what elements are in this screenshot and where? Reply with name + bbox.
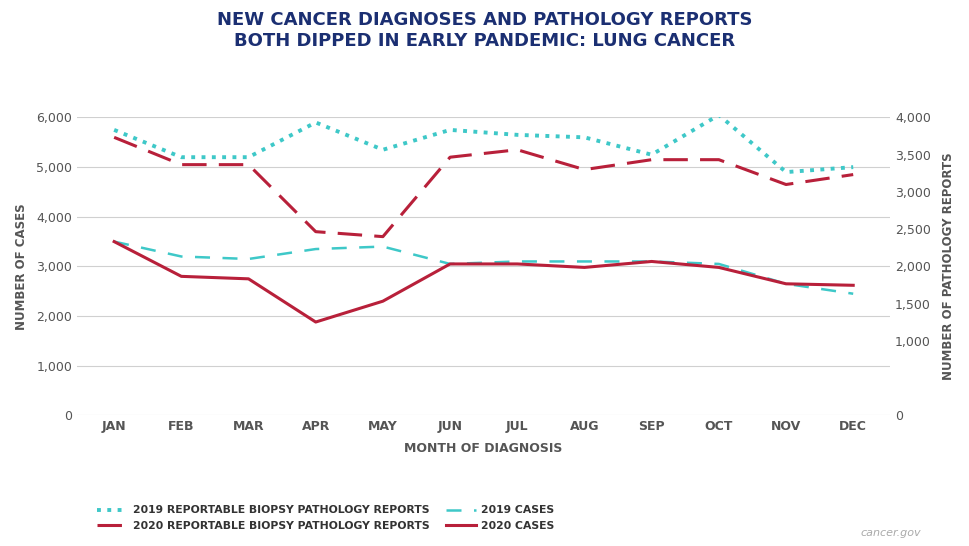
Legend: 2019 REPORTABLE BIOPSY PATHOLOGY REPORTS, 2020 REPORTABLE BIOPSY PATHOLOGY REPOR: 2019 REPORTABLE BIOPSY PATHOLOGY REPORTS…	[93, 501, 558, 535]
Y-axis label: NUMBER OF PATHOLOGY REPORTS: NUMBER OF PATHOLOGY REPORTS	[941, 153, 954, 380]
Text: NEW CANCER DIAGNOSES AND PATHOLOGY REPORTS
BOTH DIPPED IN EARLY PANDEMIC: LUNG C: NEW CANCER DIAGNOSES AND PATHOLOGY REPOR…	[217, 11, 752, 50]
Y-axis label: NUMBER OF CASES: NUMBER OF CASES	[15, 203, 28, 330]
X-axis label: MONTH OF DIAGNOSIS: MONTH OF DIAGNOSIS	[404, 442, 562, 455]
Text: cancer.gov: cancer.gov	[860, 528, 921, 538]
